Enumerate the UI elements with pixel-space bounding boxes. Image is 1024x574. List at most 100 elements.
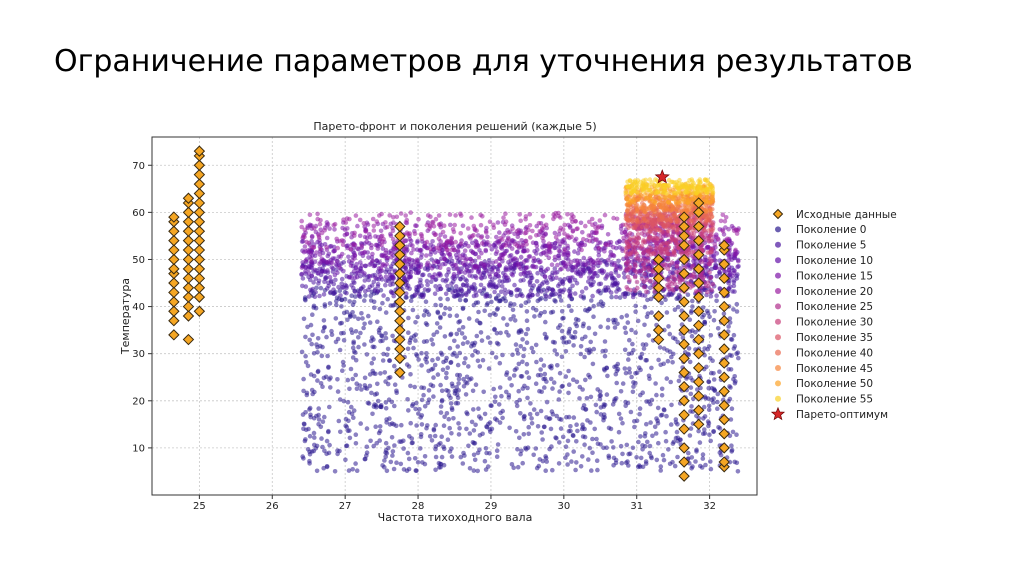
- scatter-point: [403, 213, 409, 218]
- scatter-point: [458, 213, 464, 218]
- scatter-point: [527, 411, 533, 417]
- scatter-point: [585, 418, 590, 423]
- data-point: [168, 329, 180, 341]
- scatter-point: [707, 200, 713, 205]
- scatter-point: [482, 458, 488, 464]
- scatter-point: [367, 234, 373, 240]
- scatter-point: [511, 465, 516, 471]
- scatter-point: [557, 288, 562, 294]
- scatter-point: [618, 443, 624, 449]
- scatter-point: [389, 435, 395, 440]
- scatter-point: [490, 269, 495, 274]
- scatter-point: [471, 232, 476, 238]
- scatter-point: [704, 308, 710, 314]
- scatter-point: [688, 409, 693, 414]
- scatter-point: [544, 278, 549, 283]
- scatter-point: [560, 239, 565, 245]
- scatter-point: [624, 442, 630, 448]
- scatter-point: [475, 358, 481, 364]
- scatter-point: [315, 211, 320, 217]
- scatter-point: [639, 183, 645, 189]
- scatter-point: [600, 303, 605, 309]
- data-point: [182, 300, 195, 313]
- scatter-point: [328, 243, 334, 249]
- scatter-point: [627, 278, 632, 283]
- scatter-point: [582, 434, 588, 440]
- scatter-point: [322, 228, 328, 233]
- scatter-point: [347, 386, 352, 392]
- scatter-point: [494, 417, 500, 423]
- scatter-point: [394, 214, 400, 220]
- scatter-point: [462, 270, 468, 275]
- scatter-point: [614, 364, 619, 369]
- scatter-point: [543, 231, 548, 236]
- scatter-point: [497, 360, 503, 366]
- scatter-point: [709, 249, 714, 255]
- scatter-point: [483, 446, 489, 451]
- scatter-point: [371, 228, 377, 233]
- scatter-point: [644, 289, 649, 295]
- scatter-point: [351, 268, 357, 274]
- scatter-point: [353, 213, 359, 218]
- scatter-point: [643, 342, 649, 347]
- scatter-point: [514, 293, 520, 299]
- scatter-point: [390, 236, 396, 242]
- scatter-point: [362, 321, 367, 327]
- scatter-point: [433, 216, 439, 222]
- scatter-point: [497, 420, 503, 425]
- scatter-point: [501, 233, 506, 238]
- scatter-point: [480, 357, 486, 363]
- scatter-point: [496, 293, 501, 298]
- scatter-point: [576, 317, 581, 323]
- scatter-point: [621, 235, 626, 241]
- scatter-point: [378, 228, 384, 234]
- scatter-point: [309, 273, 315, 279]
- scatter-point: [595, 467, 600, 473]
- scatter-point: [449, 381, 455, 387]
- scatter-point: [446, 416, 452, 422]
- scatter-point: [646, 205, 652, 210]
- scatter-point: [494, 296, 499, 302]
- scatter-point: [311, 280, 316, 285]
- scatter-point: [378, 338, 383, 344]
- scatter-point: [639, 244, 645, 249]
- scatter-point: [711, 386, 717, 392]
- scatter-point: [360, 316, 365, 321]
- scatter-point: [544, 459, 549, 464]
- scatter-point: [454, 385, 460, 390]
- scatter-point: [362, 342, 367, 347]
- chart-title: Парето-фронт и поколения решений (каждые…: [313, 120, 596, 133]
- scatter-point: [549, 262, 555, 268]
- scatter-point: [435, 372, 441, 377]
- scatter-point: [596, 281, 602, 287]
- scatter-point: [548, 426, 554, 432]
- scatter-point: [307, 249, 312, 255]
- scatter-point: [472, 287, 477, 292]
- scatter-point: [462, 453, 467, 458]
- scatter-point: [556, 248, 562, 254]
- scatter-point: [464, 282, 470, 288]
- scatter-point: [356, 344, 361, 350]
- scatter-point: [665, 200, 671, 205]
- scatter-point: [417, 407, 422, 412]
- scatter-point: [509, 271, 514, 277]
- scatter-point: [583, 377, 588, 383]
- scatter-point: [628, 409, 634, 415]
- scatter-point: [489, 350, 495, 356]
- scatter-point: [534, 279, 540, 284]
- scatter-point: [726, 267, 732, 273]
- scatter-point: [649, 310, 654, 315]
- scatter-point: [438, 382, 443, 388]
- scatter-point: [317, 252, 323, 257]
- scatter-point: [623, 190, 629, 196]
- scatter-point: [706, 385, 711, 391]
- scatter-point: [475, 468, 481, 474]
- scatter-point: [668, 422, 674, 427]
- scatter-point: [463, 380, 468, 385]
- scatter-point: [531, 407, 537, 412]
- scatter-point: [466, 289, 471, 295]
- scatter-point: [690, 250, 695, 255]
- scatter-point: [381, 293, 386, 298]
- scatter-point: [321, 318, 327, 323]
- scatter-point: [644, 399, 649, 404]
